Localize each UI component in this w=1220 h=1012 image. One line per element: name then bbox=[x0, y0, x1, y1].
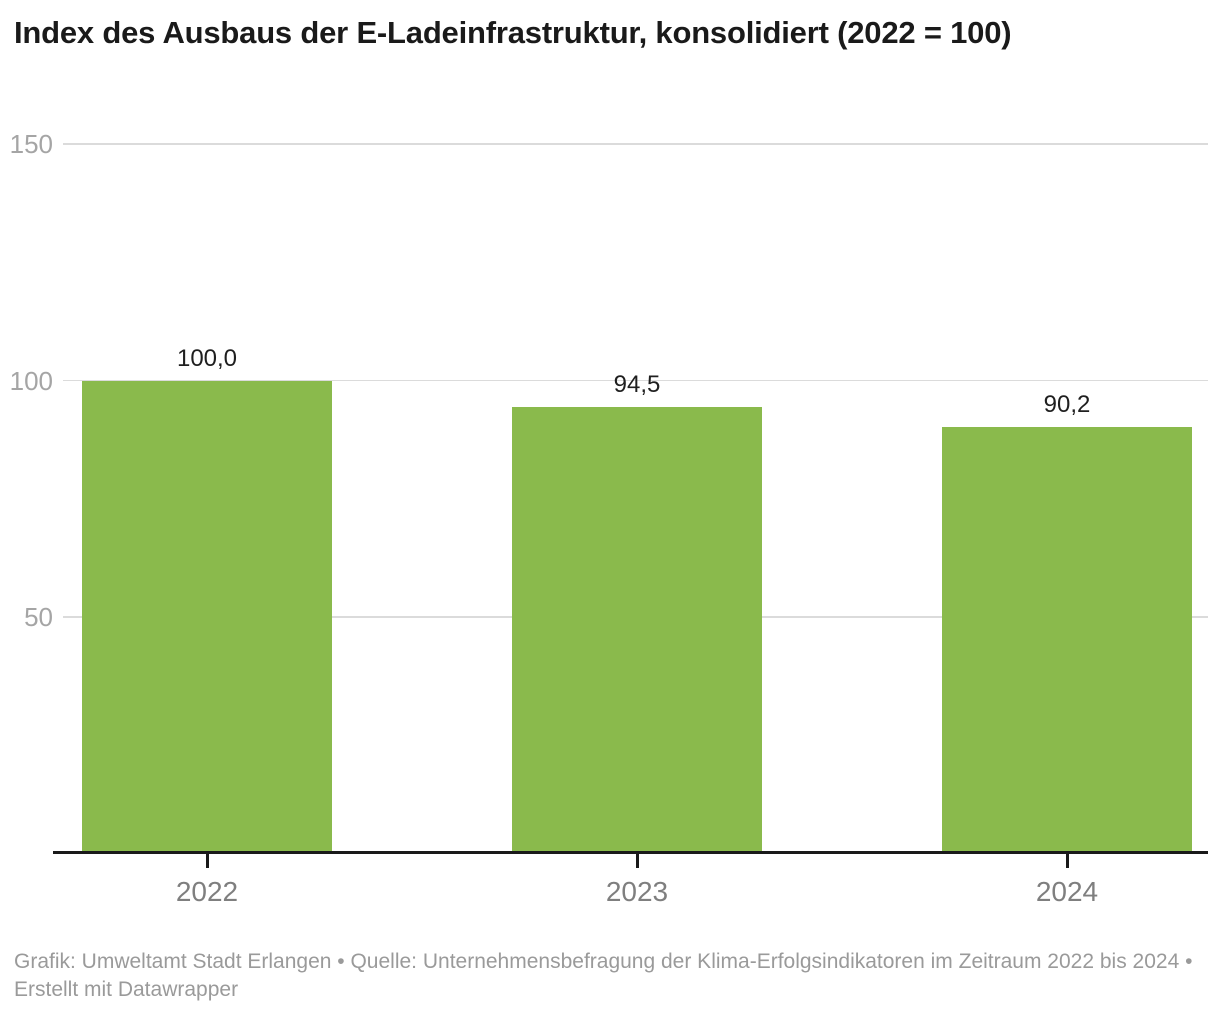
x-axis-line bbox=[53, 851, 1208, 854]
x-axis-tick-2023 bbox=[636, 852, 639, 868]
y-axis-label-50: 50 bbox=[24, 602, 53, 633]
bar-2022[interactable] bbox=[82, 380, 332, 854]
x-axis-tick-2022 bbox=[206, 852, 209, 868]
x-axis-label-2024: 2024 bbox=[1035, 876, 1099, 907]
bar-2023[interactable] bbox=[512, 406, 762, 854]
y-axis-label-150: 150 bbox=[9, 129, 53, 159]
x-axis-label-2023: 2023 bbox=[605, 876, 669, 907]
plot-area: 50 100 150 100,0 2022 94,5 2023 90,2 2024 bbox=[0, 129, 1220, 907]
value-label-2024: 90,2 bbox=[1043, 391, 1091, 419]
value-label-2022: 100,0 bbox=[176, 344, 238, 372]
chart-title: Index des Ausbaus der E-Ladeinfrastruktu… bbox=[14, 15, 1012, 50]
gridline-150 bbox=[63, 143, 1208, 145]
y-axis-label-100: 100 bbox=[9, 365, 53, 396]
chart-footer: Grafik: Umweltamt Stadt Erlangen • Quell… bbox=[14, 950, 1193, 1002]
bar-2024[interactable] bbox=[942, 427, 1192, 854]
x-axis-tick-2024 bbox=[1066, 852, 1069, 868]
gridline-100 bbox=[63, 379, 1208, 382]
x-axis-label-2022: 2022 bbox=[175, 876, 239, 907]
value-label-2023: 94,5 bbox=[613, 370, 661, 398]
